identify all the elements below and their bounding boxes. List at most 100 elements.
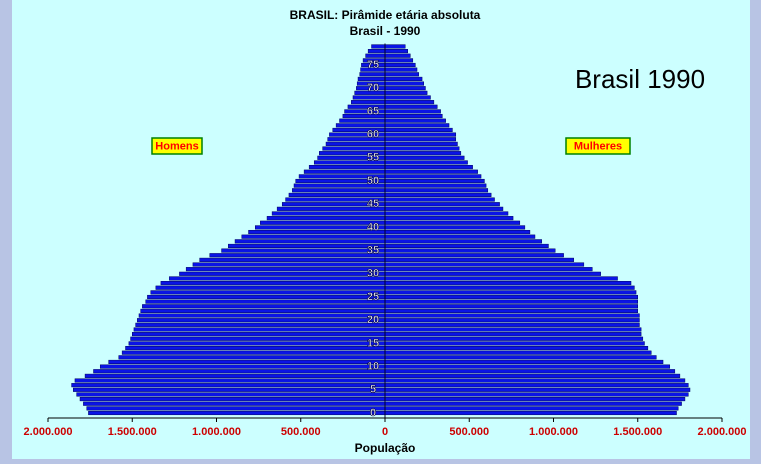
bar	[384, 197, 495, 202]
bar	[73, 387, 386, 392]
bar	[384, 104, 438, 109]
bar	[384, 369, 676, 374]
bar	[132, 332, 386, 337]
bar	[384, 308, 638, 313]
bar	[384, 350, 652, 355]
bar	[86, 406, 386, 411]
x-tick-label: 1.500.000	[108, 426, 157, 438]
bar	[384, 243, 549, 249]
x-tick-label: 1.500.000	[613, 426, 662, 438]
bar	[384, 67, 418, 72]
bar	[384, 151, 462, 156]
bar	[384, 211, 509, 216]
bar	[384, 401, 682, 406]
x-axis-label: População	[355, 441, 416, 455]
annotation: Brasil 1990	[575, 64, 705, 94]
bar	[384, 109, 441, 114]
bar	[384, 355, 657, 360]
y-tick-label: 50	[367, 175, 379, 187]
y-tick-label: 30	[367, 268, 379, 280]
y-tick-label: 25	[367, 291, 379, 303]
bar	[352, 95, 386, 100]
bar	[384, 165, 473, 170]
bar	[179, 271, 386, 276]
bar	[79, 397, 386, 402]
bar	[384, 113, 443, 119]
bar	[384, 341, 645, 346]
y-tick-label: 35	[367, 245, 379, 257]
bar	[147, 294, 386, 300]
bar	[384, 90, 428, 95]
bar	[384, 257, 574, 262]
x-tick-label: 0	[382, 426, 388, 438]
bar	[160, 281, 386, 286]
y-tick-label: 0	[370, 407, 376, 419]
bar	[384, 155, 465, 160]
bar	[384, 188, 489, 193]
bar	[384, 183, 487, 188]
bar	[384, 313, 640, 318]
bar	[384, 359, 664, 365]
bar	[241, 234, 386, 239]
bar	[384, 160, 468, 165]
bar	[288, 192, 386, 197]
bar	[228, 243, 386, 249]
bar	[384, 127, 453, 133]
bar	[384, 378, 686, 383]
bar	[384, 267, 593, 272]
bar	[137, 318, 386, 323]
bar	[266, 216, 386, 221]
bar	[199, 257, 386, 262]
bar	[99, 364, 386, 369]
bar	[74, 378, 386, 383]
legend-label: Mulheres	[574, 140, 622, 152]
bar	[118, 355, 386, 360]
bar	[357, 76, 386, 81]
x-tick-label: 500.000	[449, 426, 489, 438]
bar	[384, 299, 638, 304]
bar	[384, 137, 457, 142]
bar	[384, 141, 458, 146]
bar	[384, 327, 642, 332]
y-tick-label: 5	[370, 384, 376, 396]
y-tick-label: 65	[367, 105, 379, 117]
bar	[384, 123, 450, 128]
bar	[384, 202, 500, 207]
bar	[384, 290, 637, 295]
bar	[384, 271, 601, 276]
bar	[384, 397, 686, 402]
bar	[384, 336, 644, 341]
bar	[140, 308, 386, 313]
x-tick-label: 1.000.000	[529, 426, 578, 438]
bar	[145, 299, 386, 304]
bar	[384, 81, 425, 86]
bar	[384, 262, 585, 267]
bar	[365, 53, 386, 58]
bar	[359, 72, 386, 77]
bar	[384, 253, 564, 258]
bar	[384, 281, 632, 286]
bar	[384, 332, 642, 337]
bar	[384, 318, 640, 323]
bar	[83, 401, 386, 406]
bar	[93, 369, 386, 374]
legend-item: Mulheres	[565, 137, 631, 155]
bar	[121, 350, 386, 355]
chart-subtitle: Brasil - 1990	[350, 24, 421, 38]
x-tick-label: 500.000	[281, 426, 321, 438]
bar	[371, 44, 386, 49]
bar	[125, 345, 386, 351]
bar	[150, 290, 386, 295]
bar	[384, 345, 649, 351]
bar	[142, 304, 386, 309]
legend-box	[151, 137, 203, 155]
bar	[384, 406, 679, 411]
legend-label: Homens	[155, 140, 198, 152]
x-tick-label: 2.000.000	[698, 426, 747, 438]
bar	[384, 53, 411, 58]
y-tick-label: 40	[367, 221, 379, 233]
y-tick-label: 75	[367, 59, 379, 71]
bar	[384, 225, 526, 230]
bar	[185, 267, 386, 272]
